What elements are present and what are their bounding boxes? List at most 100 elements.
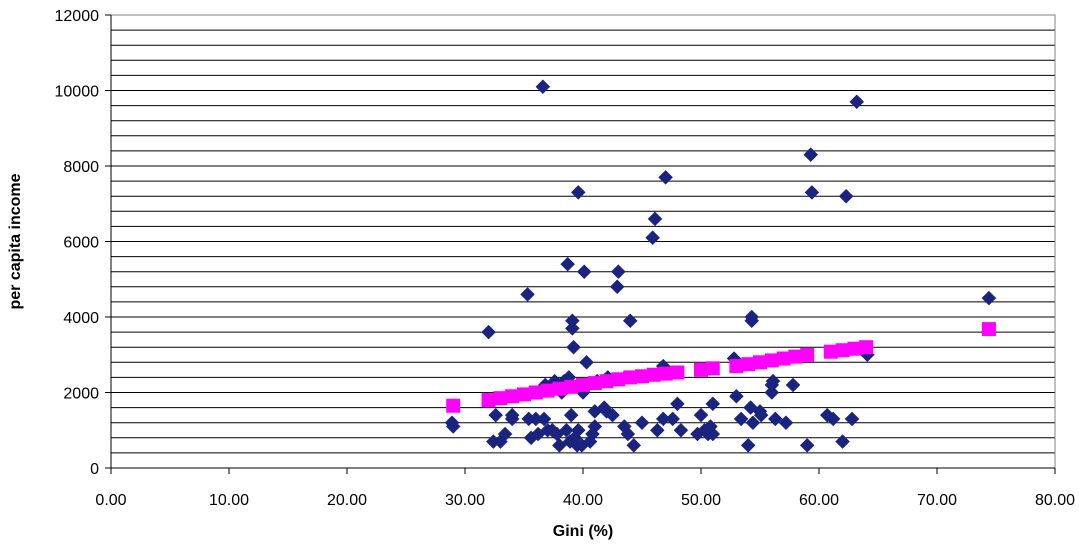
x-tick-label: 80.00 [1035,492,1075,509]
data-point-diamond [620,426,636,442]
x-tick-label: 10.00 [209,492,249,509]
data-point-diamond [488,407,504,423]
data-point-diamond [504,407,520,423]
data-point-square [587,376,602,391]
data-point-square [788,349,803,364]
data-point-square [552,381,567,396]
data-point-diamond [804,185,820,200]
data-point-diamond [844,411,860,427]
x-tick-label: 0.00 [95,492,126,509]
data-series [444,79,997,453]
data-point-diamond [733,411,749,427]
data-point-diamond [705,426,721,442]
data-point-square [753,355,767,370]
x-tick-label: 40.00 [563,492,603,509]
data-point-square [623,370,638,385]
data-point-square [576,377,590,392]
data-point-diamond [849,94,865,110]
data-point-square [517,387,531,402]
data-point-diamond [445,419,461,434]
data-point-diamond [764,385,780,400]
x-tick-label: 60.00 [799,492,839,509]
data-point-square [729,359,744,374]
y-tick-label: 8000 [63,159,99,176]
y-tick-label: 12000 [55,8,100,25]
data-point-diamond [693,407,709,423]
data-point-diamond [481,324,496,340]
y-tick-label: 0 [90,461,99,478]
data-point-diamond [745,415,761,431]
x-tick-label: 30.00 [445,492,485,509]
data-point-diamond [611,264,626,280]
data-point-diamond [520,286,535,302]
data-point-diamond [740,437,756,453]
data-point-square [528,385,543,400]
data-point-diamond [645,230,660,246]
data-point-diamond [665,411,681,427]
data-point-diamond [535,79,551,95]
data-point-square [540,383,555,398]
data-point-diamond [497,426,513,442]
data-point-square [776,351,791,366]
data-point-diamond [536,411,552,427]
data-point-diamond [673,422,689,438]
data-point-square [859,340,874,355]
data-point-diamond [825,411,841,427]
y-axis-title: per capita income [7,173,24,309]
data-point-diamond [765,373,781,389]
data-point-diamond [605,407,620,423]
data-point-diamond [565,313,580,329]
data-point-diamond [658,169,673,185]
data-point-square [446,398,461,413]
axis-ticks: 0 2000 4000 6000 8000 10000 12000 0.00 10.00 20.0… [55,8,1076,509]
data-point-square [694,362,708,377]
data-point-square [800,347,815,362]
data-point-diamond [767,411,783,427]
data-point-diamond [799,437,815,453]
data-point-square [611,372,626,387]
x-tick-label: 70.00 [917,492,957,509]
data-point-diamond [560,256,576,272]
data-point-diamond [570,422,586,438]
data-point-diamond [670,396,685,412]
data-point-square [981,322,996,337]
data-point-diamond [576,264,592,280]
data-point-diamond [566,339,581,355]
x-tick-label: 50.00 [681,492,721,509]
data-point-square [635,369,649,384]
data-point-diamond [838,188,854,204]
data-point-diamond [563,407,579,423]
data-point-diamond [705,396,721,412]
data-point-diamond [634,415,650,431]
data-point-square [847,341,862,356]
data-point-diamond [753,407,769,423]
y-tick-label: 6000 [63,235,99,252]
data-point-diamond [587,419,603,434]
data-point-diamond [729,388,744,404]
data-point-diamond [552,437,567,453]
series-2 [446,322,996,413]
data-point-diamond [565,320,580,336]
data-point-diamond [744,313,760,329]
data-point-square [670,365,685,380]
data-point-diamond [622,313,638,329]
y-tick-label: 2000 [63,386,99,403]
data-point-diamond [803,147,819,163]
data-point-diamond [626,437,642,453]
data-point-diamond [609,279,625,295]
data-point-square [481,393,496,408]
data-point-diamond [835,434,850,449]
data-point-square [564,379,579,394]
y-tick-label: 4000 [63,310,99,327]
x-axis-title: Gini (%) [553,523,613,540]
x-tick-label: 20.00 [327,492,367,509]
data-point-diamond [785,377,801,393]
data-point-diamond [559,422,574,438]
data-point-diamond [570,185,586,200]
data-point-square [599,374,614,389]
data-point-diamond [778,415,794,431]
data-point-diamond [579,354,594,370]
data-point-square [646,367,661,382]
data-point-square [741,357,756,372]
